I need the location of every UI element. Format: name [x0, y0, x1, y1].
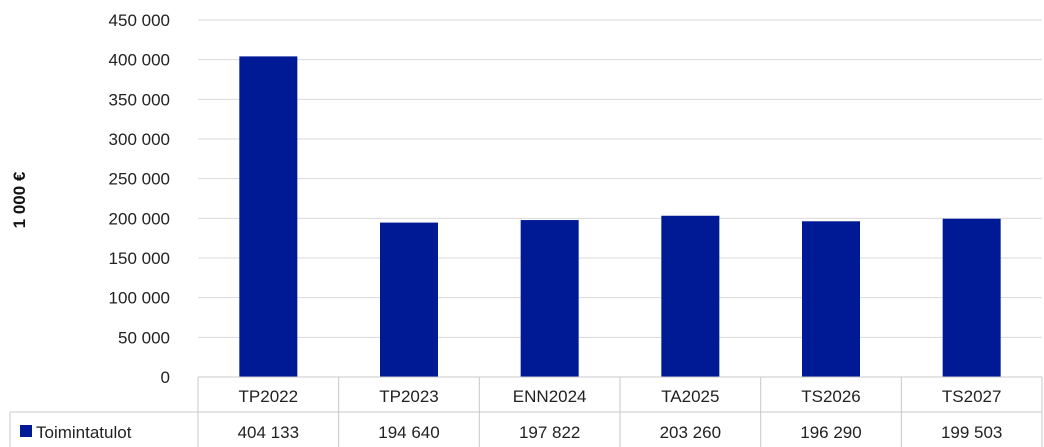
category-label: TS2027 [942, 387, 1002, 406]
data-label: 203 260 [660, 423, 721, 442]
bar [802, 221, 860, 377]
category-label: TP2022 [239, 387, 299, 406]
y-axis-ticks: 0 50 000 100 000 150 000 200 000 250 000 300 0… [109, 11, 170, 387]
data-label: 199 503 [941, 423, 1002, 442]
y-axis-label: 1 000 € [10, 171, 29, 228]
y-tick-label: 300 000 [109, 130, 170, 149]
y-tick-label: 450 000 [109, 11, 170, 30]
legend-swatch [20, 425, 32, 437]
bars [239, 56, 1001, 378]
y-tick-label: 150 000 [109, 249, 170, 268]
y-tick-label: 250 000 [109, 170, 170, 189]
data-table: TP2022 404 133 TP2023 194 640 ENN2024 197 822… [9, 376, 1043, 447]
bar [661, 215, 720, 377]
category-label: ENN2024 [513, 387, 587, 406]
category-label: TA2025 [661, 387, 719, 406]
gridlines [198, 19, 1042, 338]
legend-label: Toimintatulot [36, 423, 132, 442]
y-tick-label: 50 000 [118, 328, 170, 347]
y-tick-label: 350 000 [109, 90, 170, 109]
bar [239, 56, 298, 378]
data-label: 197 822 [519, 423, 580, 442]
bar [520, 220, 579, 377]
category-label: TS2026 [801, 387, 861, 406]
data-label: 404 133 [238, 423, 299, 442]
category-label: TP2023 [379, 387, 439, 406]
y-tick-label: 0 [161, 368, 170, 387]
y-tick-label: 400 000 [109, 51, 170, 70]
data-label: 196 290 [800, 423, 861, 442]
y-tick-label: 200 000 [109, 209, 170, 228]
bar [380, 222, 438, 377]
data-label: 194 640 [378, 423, 439, 442]
y-tick-label: 100 000 [109, 289, 170, 308]
bar [942, 218, 1001, 377]
